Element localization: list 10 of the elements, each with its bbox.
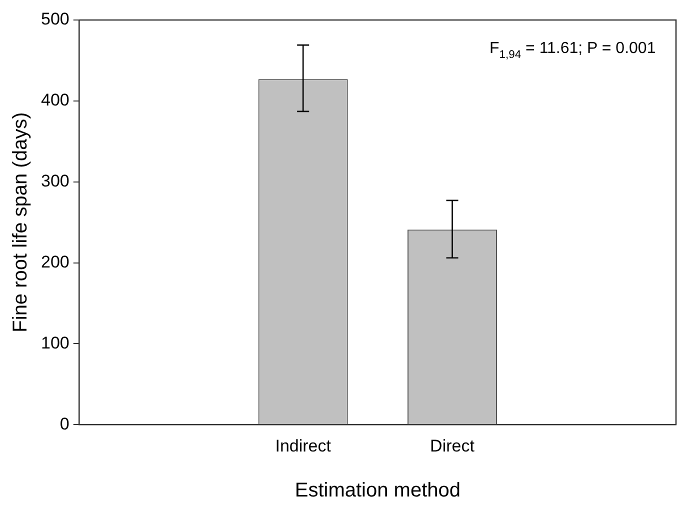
y-tick-label: 100 — [40, 333, 70, 352]
y-tick-label: 300 — [40, 172, 70, 191]
y-tick-label: 500 — [40, 10, 70, 29]
y-tick-label: 0 — [60, 414, 70, 434]
y-axis-title: Fine root life span (days) — [10, 112, 32, 332]
y-tick-label: 400 — [40, 90, 70, 110]
x-axis-title: Estimation method — [294, 480, 460, 502]
x-tick-label: Indirect — [275, 436, 332, 456]
y-tick-label: 200 — [40, 252, 70, 272]
x-tick-label: Direct — [430, 436, 475, 456]
